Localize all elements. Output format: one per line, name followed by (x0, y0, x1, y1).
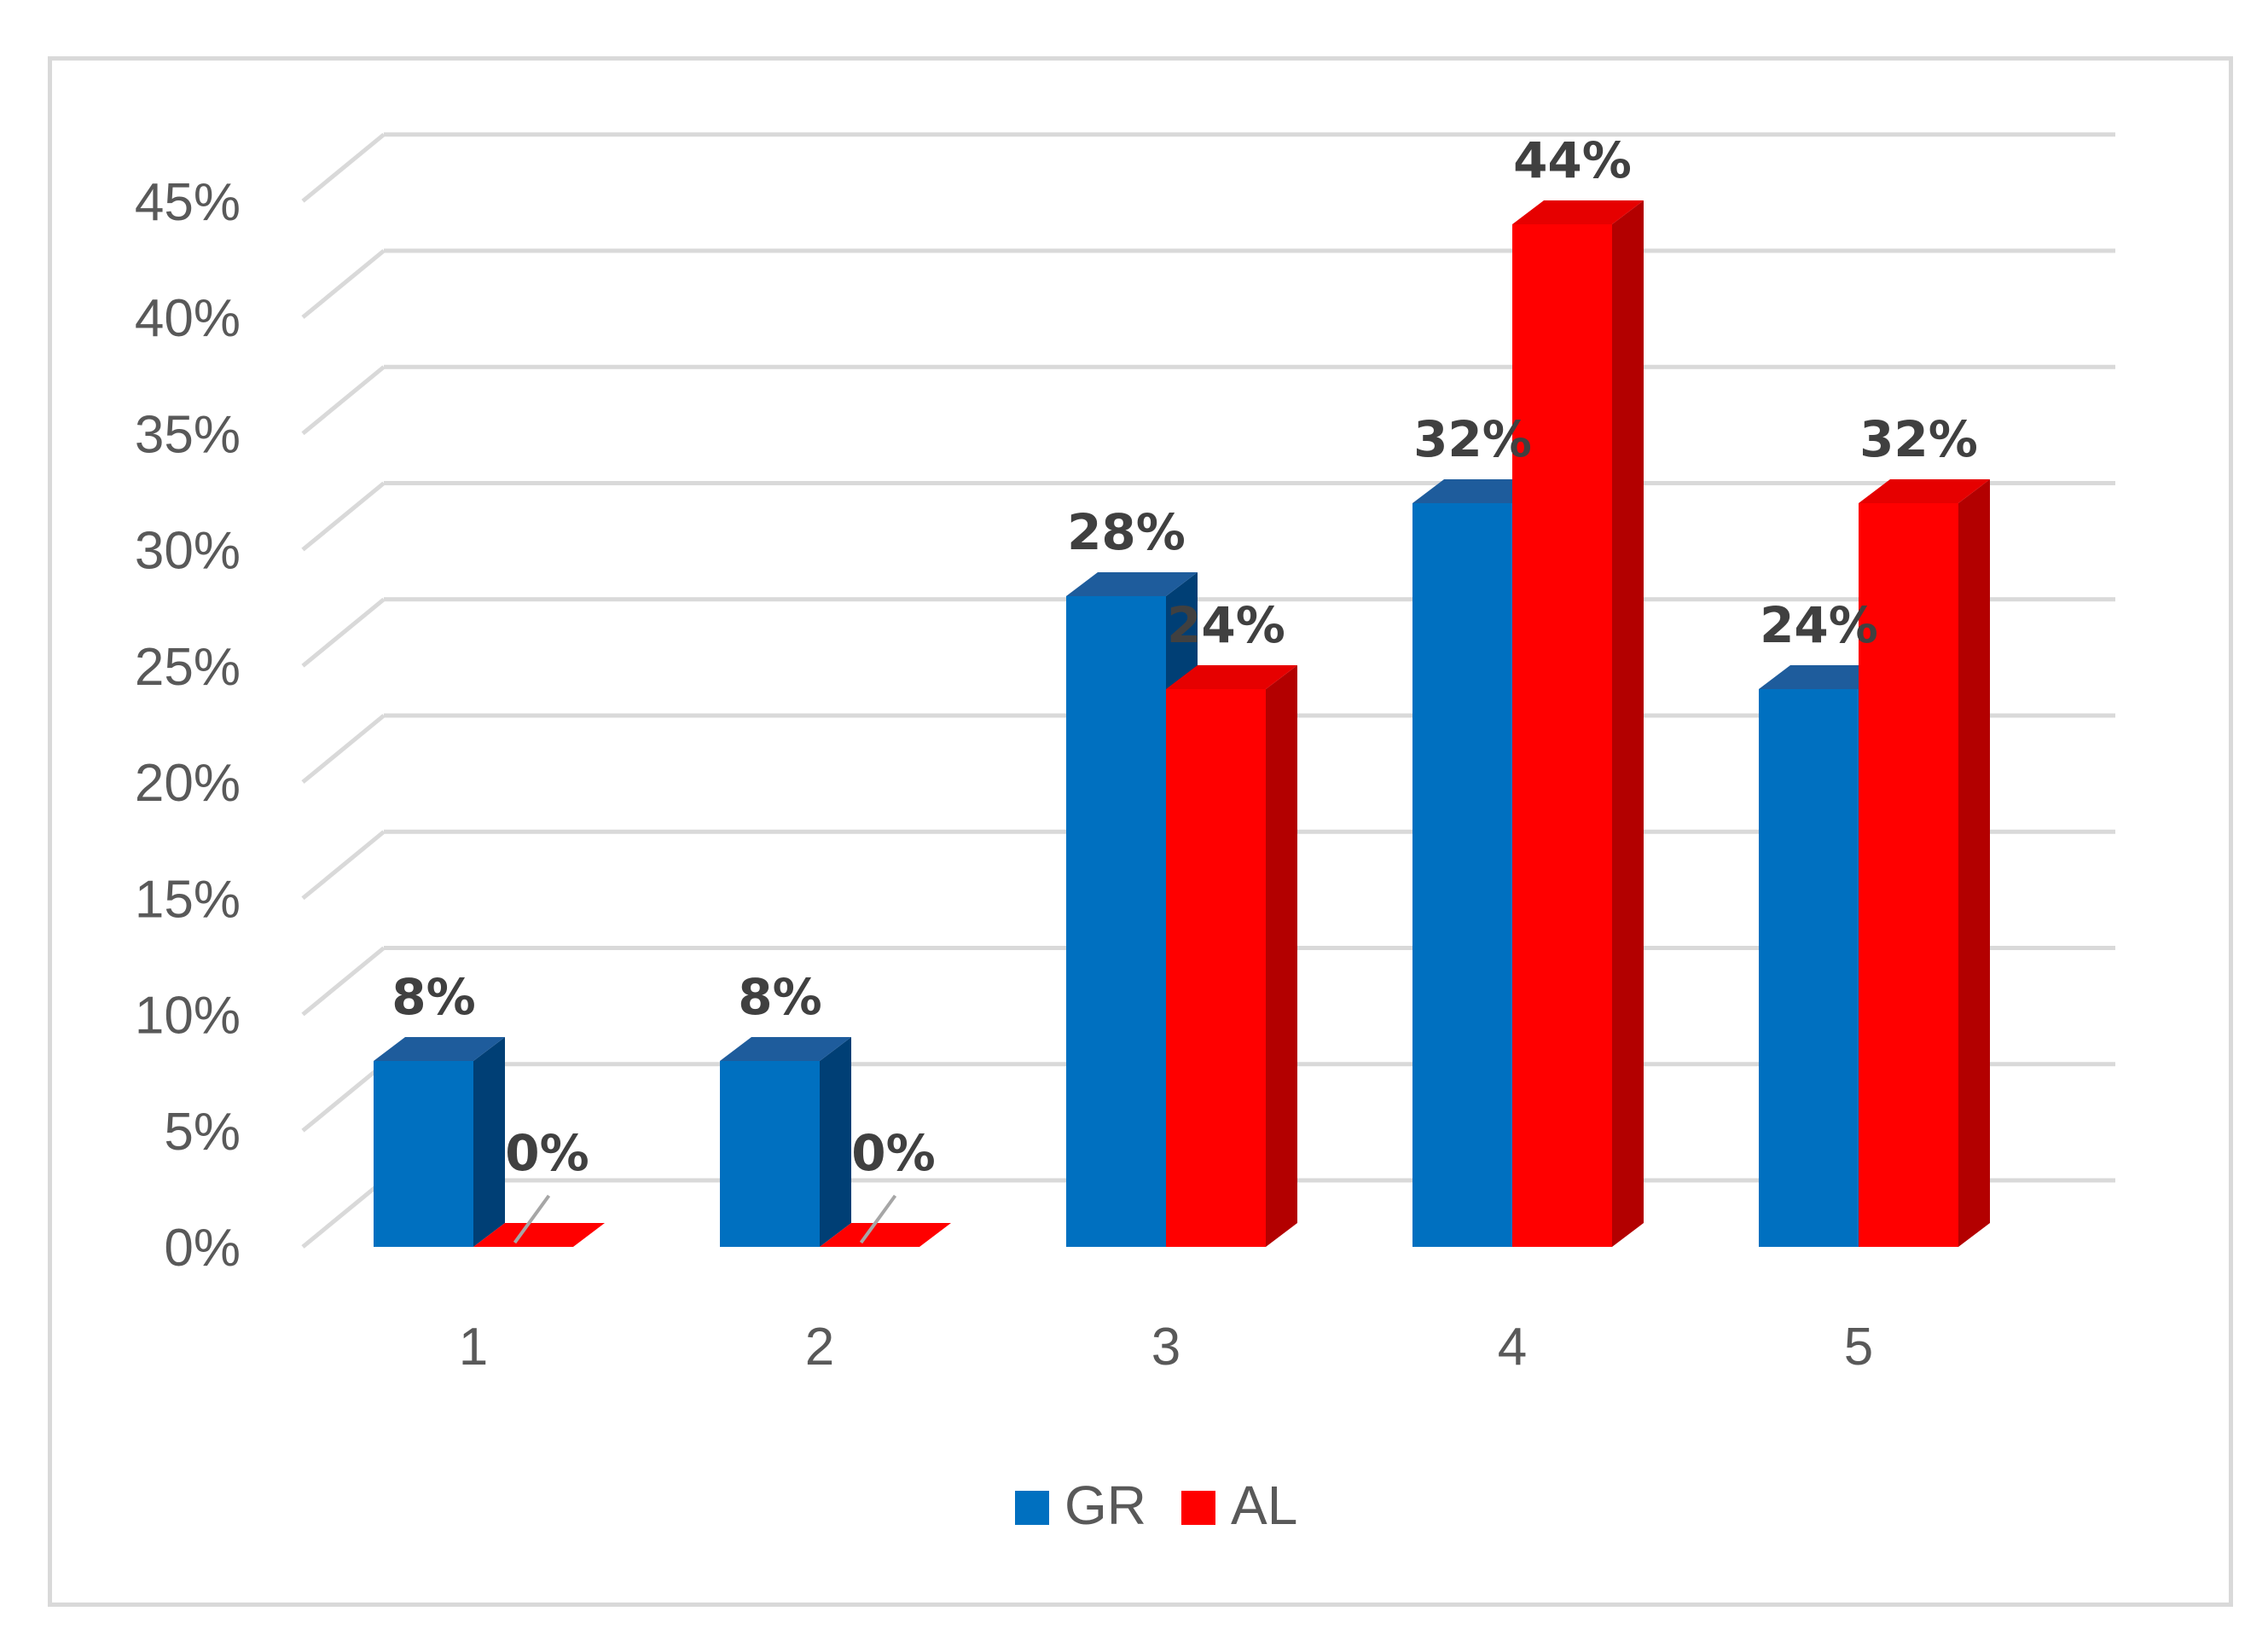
y-tick-label: 25% (135, 638, 241, 697)
x-tick-label: 3 (1151, 1318, 1180, 1376)
x-tick-label: 4 (1498, 1318, 1527, 1376)
bar-top (1859, 479, 1990, 503)
bar-top (1412, 479, 1544, 503)
bars (374, 200, 1990, 1247)
y-tick-label: 5% (164, 1103, 241, 1162)
data-label: 44% (1513, 131, 1632, 189)
bar-al-4 (1512, 200, 1644, 1247)
gridline-depth (301, 597, 386, 668)
bar-front (1512, 224, 1612, 1247)
gridline-depth (301, 1179, 386, 1249)
bar-gr-1 (374, 1037, 505, 1247)
bar-gr-2 (720, 1037, 851, 1247)
data-label: 0% (505, 1124, 589, 1182)
data-label: 28% (1067, 503, 1186, 561)
bar-top (374, 1037, 505, 1061)
gridline-depth (301, 481, 386, 552)
data-labels: 8% 0% 8% 0% 28% 24% 32% 44% 24% 32% (392, 131, 1978, 1244)
data-label: 24% (1167, 596, 1285, 654)
gridline-depth (301, 132, 386, 203)
y-tick-label: 40% (135, 289, 241, 348)
data-label: 8% (392, 968, 475, 1026)
y-tick-label: 20% (135, 754, 241, 813)
gridline-depth (301, 714, 386, 784)
bar-front (1859, 503, 1958, 1247)
bar-front (720, 1061, 820, 1247)
bar-top (1166, 665, 1297, 689)
bar-front (1066, 596, 1166, 1247)
bar-side (1958, 479, 1990, 1247)
x-tick-label: 1 (459, 1318, 488, 1376)
bar-front (1412, 503, 1512, 1247)
bar-side (473, 1037, 505, 1247)
x-axis-ticks: 1 2 3 4 5 (459, 1318, 1873, 1376)
y-tick-label: 30% (135, 522, 241, 581)
y-tick-label: 35% (135, 405, 241, 464)
legend-swatch-al (1181, 1491, 1215, 1525)
legend-label-al: AL (1231, 1475, 1297, 1536)
legend-label-gr: GR (1064, 1475, 1146, 1536)
x-tick-label: 2 (805, 1318, 834, 1376)
gridline-depth (301, 249, 386, 319)
data-label: 24% (1760, 596, 1878, 654)
y-tick-label: 10% (135, 987, 241, 1046)
bar-front (374, 1061, 473, 1247)
bar-al-3 (1166, 665, 1297, 1247)
bar-al-2 (820, 1223, 951, 1247)
y-tick-label: 15% (135, 870, 241, 929)
bar-front (1759, 689, 1859, 1247)
bar-al-1 (473, 1223, 605, 1247)
gridline-depth (301, 1062, 386, 1133)
bar-side (1266, 665, 1297, 1247)
bar-top (720, 1037, 851, 1061)
bar-top (1066, 572, 1198, 596)
bar-side (820, 1037, 851, 1247)
leader-line (859, 1194, 897, 1244)
data-label: 32% (1413, 410, 1532, 468)
bar-top (473, 1223, 605, 1247)
gridline-depth (301, 365, 386, 436)
leader-line (513, 1194, 551, 1244)
y-tick-label: 45% (135, 173, 241, 232)
x-tick-label: 5 (1844, 1318, 1873, 1376)
bar-top (820, 1223, 951, 1247)
data-label: 32% (1859, 410, 1978, 468)
data-label: 8% (738, 968, 821, 1026)
bar-al-5 (1859, 479, 1990, 1247)
bar-front (1166, 689, 1266, 1247)
gridline-depth (301, 946, 386, 1017)
bar-top (1512, 200, 1644, 224)
bar-side (1612, 200, 1644, 1247)
legend-swatch-gr (1015, 1491, 1049, 1525)
bar-top (1759, 665, 1890, 689)
data-label: 0% (851, 1124, 935, 1182)
legend: GR AL (1015, 1475, 1297, 1536)
y-axis-ticks: 0% 5% 10% 15% 20% 25% 30% 35% 40% 45% (135, 173, 241, 1278)
gridline-depth (301, 830, 386, 901)
y-tick-label: 0% (164, 1219, 241, 1278)
